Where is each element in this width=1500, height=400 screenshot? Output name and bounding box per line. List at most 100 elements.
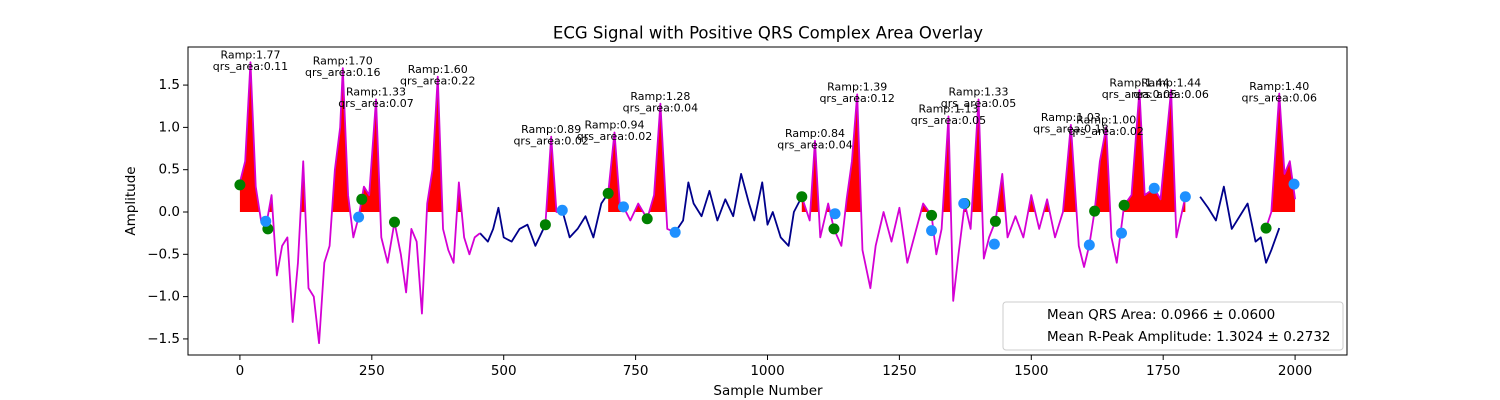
annotation-text: qrs_area:0.05	[1102, 88, 1177, 101]
annotation-text: Ramp:1.39	[827, 81, 887, 94]
marker-point	[356, 193, 368, 205]
annotation-text: qrs_area:0.02	[513, 134, 588, 147]
x-tick-label: 1000	[750, 363, 784, 379]
annotation-text: Ramp:0.89	[521, 123, 581, 136]
legend-entry: Mean QRS Area: 0.0966 ± 0.0600	[1047, 307, 1275, 323]
marker-point	[1148, 182, 1160, 194]
annotation-text: Ramp:0.84	[785, 127, 845, 140]
marker-point	[828, 223, 840, 235]
annotation-text: Ramp:1.60	[408, 63, 468, 76]
annotation-text: qrs_area:0.05	[941, 97, 1016, 110]
x-tick-label: 1750	[1146, 363, 1180, 379]
marker-point	[353, 211, 365, 223]
y-tick-label: 0.5	[159, 162, 180, 178]
qrs-area	[239, 62, 1296, 212]
marker-point	[260, 215, 272, 227]
marker-point	[926, 225, 938, 237]
y-axis-label: Amplitude	[123, 166, 139, 235]
annotation-text: Ramp:1.44	[1141, 76, 1201, 89]
marker-point	[234, 179, 246, 191]
marker-point	[988, 238, 1000, 250]
annotation-text: qrs_area:0.02	[577, 130, 652, 143]
annotation-text: Ramp:0.94	[584, 119, 644, 132]
annotation-text: qrs_area:0.04	[777, 139, 852, 152]
annotation-text: Ramp:1.03	[1041, 111, 1101, 124]
marker-point	[602, 187, 614, 199]
marker-point	[1083, 239, 1095, 251]
annotation-text: Ramp:1.13	[918, 103, 978, 116]
signal-line	[479, 173, 1281, 264]
marker-point	[1116, 227, 1128, 239]
annotation-text: Ramp:1.33	[346, 86, 406, 99]
annotation-text: qrs_area:0.02	[1068, 125, 1143, 138]
annotation-text: qrs_area:0.16	[305, 66, 380, 79]
annotation-text: Ramp:1.28	[630, 90, 690, 103]
x-tick-label: 750	[623, 363, 649, 379]
x-axis-label: Sample Number	[713, 383, 823, 399]
x-tick-label: 2000	[1278, 363, 1312, 379]
area-clip	[239, 62, 1296, 212]
x-tick-label: 500	[491, 363, 517, 379]
y-tick-label: 1.5	[159, 77, 180, 93]
x-tick-label: 1500	[1014, 363, 1048, 379]
signal-line	[239, 61, 1296, 345]
annotation-text: qrs_area:0.07	[338, 97, 413, 110]
annotation-text: qrs_area:0.05	[911, 114, 986, 127]
annotation-text: qrs_area:0.11	[213, 60, 288, 73]
legend: Mean QRS Area: 0.0966 ± 0.0600 Mean R-Pea…	[1002, 301, 1344, 351]
marker-point	[669, 226, 681, 238]
annotation-text: qrs_area:0.06	[1133, 88, 1208, 101]
marker-point	[1179, 191, 1191, 203]
y-tick-label: 0.0	[159, 204, 180, 220]
annotation-text: Ramp:1.40	[1249, 80, 1309, 93]
plot-area	[234, 61, 1300, 345]
marker-point	[958, 198, 970, 210]
annotation-text: Ramp:1.77	[220, 48, 280, 61]
annotation-text: Ramp:1.44	[1109, 76, 1169, 89]
x-tick-label: 0	[236, 363, 245, 379]
annotation-text: qrs_area:0.06	[1242, 91, 1317, 104]
legend-box	[1002, 301, 1344, 351]
y-tick-label: −1.0	[147, 289, 180, 305]
annotation-text: qrs_area:0.22	[400, 74, 475, 87]
annotation-text: qrs_area:0.04	[623, 101, 698, 114]
chart-title: ECG Signal with Positive QRS Complex Are…	[553, 24, 983, 43]
y-tick-label: −1.5	[147, 331, 180, 347]
marker-point	[617, 201, 629, 213]
annotation-text: qrs_area:0.12	[819, 92, 894, 105]
marker-point	[989, 215, 1001, 227]
marker-point	[556, 204, 568, 216]
marker-point	[539, 219, 551, 231]
marker-point	[1288, 178, 1300, 190]
marker-point	[926, 209, 938, 221]
marker-point	[388, 216, 400, 228]
marker-point	[1118, 199, 1130, 211]
marker-point	[1089, 205, 1101, 217]
legend-entry: Mean R-Peak Amplitude: 1.3024 ± 0.2732	[1047, 329, 1331, 345]
annotation-text: qrs_area:0.18	[1033, 123, 1108, 136]
y-tick-label: −0.5	[147, 246, 180, 262]
marker-point	[641, 213, 653, 225]
annotation-text: Ramp:1.33	[949, 86, 1009, 99]
x-tick-label: 250	[359, 363, 385, 379]
marker-point	[829, 208, 841, 220]
y-tick-label: 1.0	[159, 119, 180, 135]
marker-point	[796, 191, 808, 203]
marker-point	[1260, 222, 1272, 234]
